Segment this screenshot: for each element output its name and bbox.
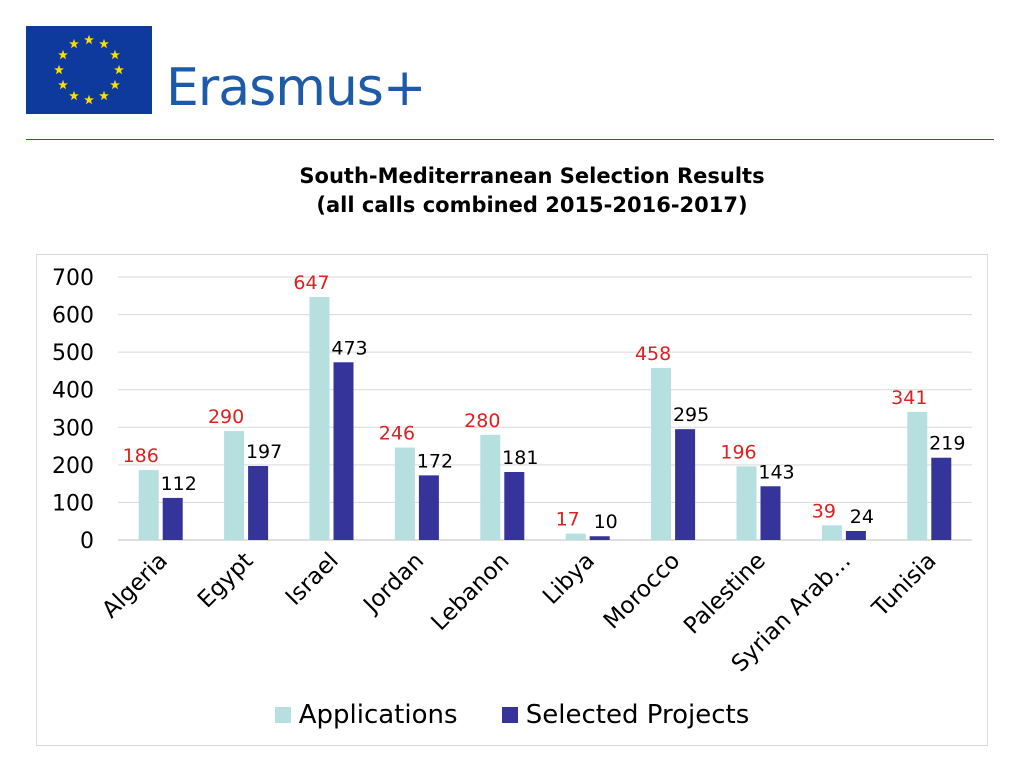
legend-label-applications: Applications [298,700,458,730]
eu-star-icon [84,94,94,105]
y-tick-label: 0 [80,529,94,554]
bar-selected-projects [418,475,439,540]
eu-flag-logo [26,26,152,114]
y-tick-label: 200 [52,454,94,479]
data-label-selected-projects: 10 [594,511,618,533]
bar-applications [907,411,928,540]
bar-selected-projects [162,497,183,540]
eu-star-icon [58,49,68,60]
data-label-selected-projects: 219 [929,433,965,455]
x-category-label: Jordan [358,548,430,620]
legend-item-selected-projects: Selected Projects [501,700,750,730]
chart-title-line1: South-Mediterranean Selection Results [299,164,765,188]
bar-applications [309,296,330,540]
bar-selected-projects [845,530,866,540]
bar-applications [736,466,757,540]
eu-star-icon [99,38,109,49]
data-label-selected-projects: 473 [331,337,367,359]
data-label-applications: 290 [208,406,244,428]
data-label-applications: 458 [635,343,671,365]
eu-star-icon [54,64,64,75]
data-label-selected-projects: 181 [502,447,538,469]
chart-frame [36,254,988,746]
chart-title: South-Mediterranean Selection Results (a… [232,162,832,220]
bar-selected-projects [504,471,525,540]
bar-selected-projects [248,465,269,540]
erasmus-brand-wordmark: Erasmus+ [166,58,426,118]
bar-selected-projects [760,486,781,540]
header-divider [26,139,994,140]
legend-item-applications: Applications [274,700,458,730]
data-label-applications: 196 [720,441,756,463]
data-label-applications: 246 [379,423,415,445]
eu-stars-icon [54,34,124,105]
data-label-applications: 39 [812,500,836,522]
bar-selected-projects [931,457,952,540]
data-label-applications: 186 [123,445,159,467]
bar-selected-projects [589,536,610,540]
bar-applications [138,470,159,540]
x-category-label: Lebanon [427,548,515,636]
bar-applications [394,447,415,540]
y-tick-label: 600 [52,304,94,329]
data-label-selected-projects: 112 [161,473,197,495]
eu-star-icon [84,34,94,45]
y-tick-label: 400 [52,379,94,404]
eu-star-icon [110,79,120,90]
bar-selected-projects [675,429,696,540]
x-category-label: Algeria [97,548,173,624]
data-label-selected-projects: 172 [417,450,453,472]
bar-applications [480,434,501,540]
eu-star-icon [110,49,120,60]
eu-star-icon [99,90,109,101]
x-category-label: Libya [538,548,600,610]
x-category-label: Tunisia [867,548,942,623]
eu-star-icon [69,38,79,49]
data-label-applications: 17 [556,509,580,531]
bar-applications [565,533,586,540]
eu-star-icon [69,90,79,101]
x-category-label: Palestine [679,548,771,640]
y-tick-label: 300 [52,416,94,441]
chart-title-line2: (all calls combined 2015-2016-2017) [316,193,748,217]
data-label-selected-projects: 143 [758,461,794,483]
x-category-label: Israel [281,548,344,611]
bar-applications [224,431,245,540]
y-tick-label: 100 [52,491,94,516]
y-tick-label: 500 [52,341,94,366]
legend-swatch-applications [274,707,291,723]
legend-swatch-selected-projects [501,707,518,723]
data-label-applications: 647 [293,272,329,294]
data-label-applications: 280 [464,410,500,432]
eu-star-icon [58,79,68,90]
data-label-applications: 341 [891,387,927,409]
bar-selected-projects [333,362,354,540]
x-category-label: Egypt [193,548,258,613]
chart-legend: Applications Selected Projects [0,700,1024,730]
legend-label-selected-projects: Selected Projects [525,700,750,730]
eu-star-icon [114,64,124,75]
data-label-selected-projects: 295 [673,404,709,426]
x-category-label: Morocco [599,548,685,634]
data-label-selected-projects: 24 [850,506,874,528]
bar-applications [821,525,842,540]
y-tick-label: 700 [52,266,94,291]
data-label-selected-projects: 197 [246,441,282,463]
bar-applications [651,367,672,540]
